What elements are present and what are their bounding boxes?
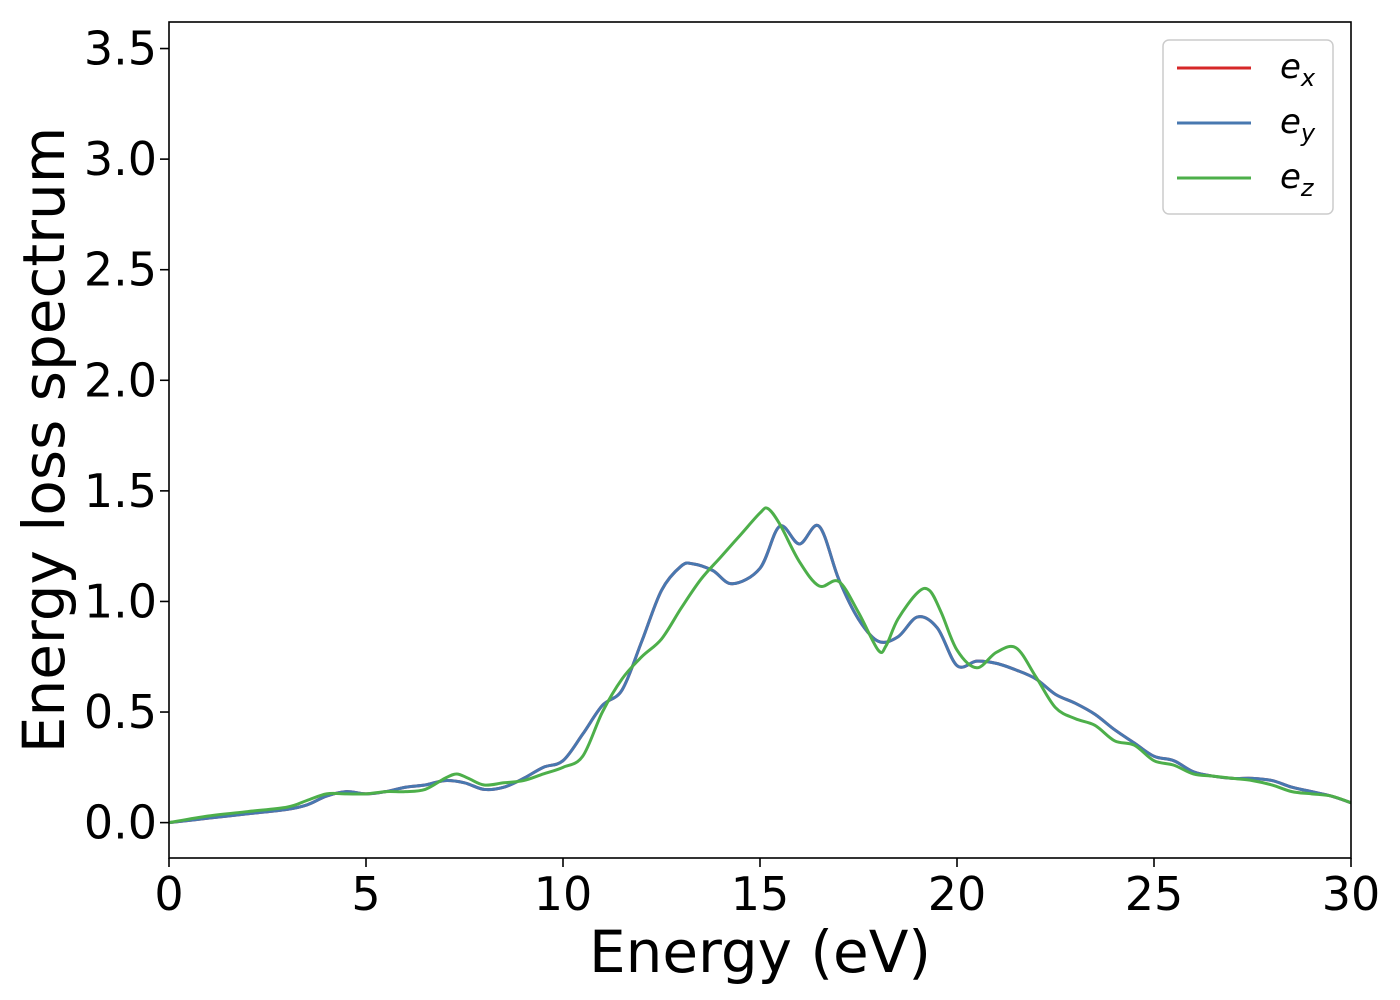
series-line-ez xyxy=(168,506,1352,825)
legend-subscript: z xyxy=(1300,174,1315,202)
x-tick-label: 20 xyxy=(928,867,987,921)
y-tick-label: 0.0 xyxy=(84,796,157,850)
y-tick-label: 1.5 xyxy=(84,464,157,518)
plot-area xyxy=(169,22,1351,858)
series-layer xyxy=(168,506,1352,825)
y-axis-label: Energy loss spectrum xyxy=(10,127,78,753)
y-tick-label: 2.0 xyxy=(84,353,157,407)
x-ticks: 0 5 10 15 20 25 30 xyxy=(154,858,1380,921)
legend-subscript: x xyxy=(1300,64,1316,92)
y-tick-label: 0.5 xyxy=(84,685,157,739)
x-tick-label: 5 xyxy=(351,867,380,921)
y-tick-label: 2.5 xyxy=(84,243,157,297)
x-tick-label: 10 xyxy=(534,867,593,921)
y-ticks: 0.0 0.5 1.0 1.5 2.0 2.5 3.0 3.5 xyxy=(84,22,169,850)
x-tick-label: 25 xyxy=(1125,867,1184,921)
y-tick-label: 3.0 xyxy=(84,132,157,186)
legend-subscript: y xyxy=(1300,119,1316,147)
x-tick-label: 0 xyxy=(154,867,183,921)
legend-label-ey: ey xyxy=(1280,102,1316,147)
x-tick-label: 30 xyxy=(1322,867,1381,921)
legend-box xyxy=(1162,39,1334,215)
x-axis-label: Energy (eV) xyxy=(589,918,931,986)
x-tick-label: 15 xyxy=(731,867,790,921)
y-tick-label: 1.0 xyxy=(84,574,157,628)
series-line-ey xyxy=(168,523,1352,825)
y-tick-label: 3.5 xyxy=(84,22,157,76)
